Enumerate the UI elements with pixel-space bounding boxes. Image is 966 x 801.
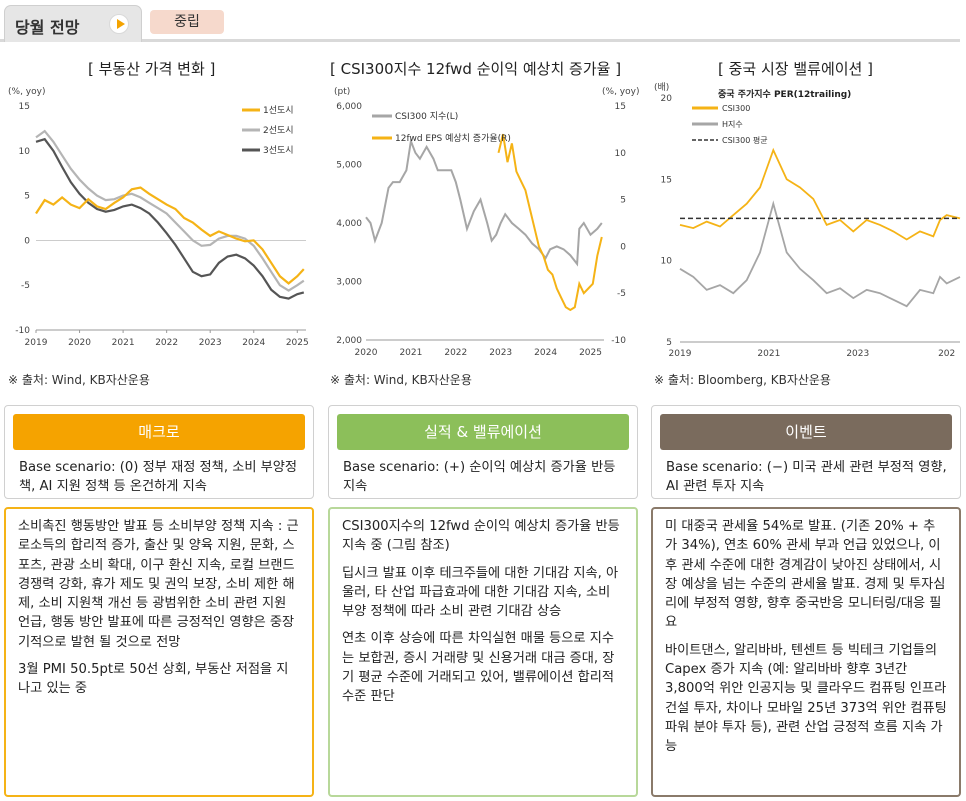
- macro-scenario-card: 매크로 Base scenario: (0) 정부 재정 정책, 소비 부양정책…: [4, 405, 314, 499]
- y-tick-label: 15: [19, 102, 30, 112]
- earnings-scenario: Base scenario: (+) 순이익 예상치 증가율 반등 지속: [343, 460, 616, 494]
- chart-subtitle: 중국 주가지수 PER(12trailing): [718, 88, 851, 100]
- csi300-eps-chart: (pt) (%, yoy) 6,000 5,000 4,000 3,000 2,000 1…: [334, 87, 639, 358]
- play-icon[interactable]: [109, 14, 129, 34]
- source-note-middle: ※ 출처: Wind, KB자산운용: [330, 373, 472, 387]
- series-line-H지수: [679, 200, 961, 308]
- unit-label-left: (pt): [334, 87, 350, 97]
- y-tick-label: 5: [24, 192, 30, 202]
- x-tick-label: 2025: [286, 338, 309, 348]
- event-paragraph: 바이트댄스, 알리바바, 텐센트 등 빅테크 기업들의 Capex 증가 지속 …: [665, 642, 947, 755]
- y-tick-label: 15: [661, 175, 672, 185]
- y-tick-label: -10: [15, 326, 30, 336]
- macro-header: 매크로: [13, 414, 305, 450]
- x-tick-label: 2019: [669, 349, 692, 359]
- event-scenario: Base scenario: (−) 미국 관세 관련 부정적 영향, AI 관…: [666, 460, 947, 494]
- y-right-tick-label: 10: [615, 149, 627, 159]
- series-line-12fwd EPS 예상치 증가율(R): [497, 133, 603, 312]
- series-line-1선도시: [35, 186, 305, 285]
- chart-title-valuation: [ 중국 시장 밸류에이션 ]: [718, 60, 873, 78]
- unit-label-right: (%, yoy): [602, 87, 639, 97]
- x-tick-label: 2021: [757, 349, 780, 359]
- x-tick-label: 2022: [155, 338, 178, 348]
- series-line-CSI300: [679, 147, 961, 241]
- y-tick-label: 20: [661, 94, 673, 104]
- legend-label: 3선도시: [263, 145, 294, 156]
- source-note-right: ※ 출처: Bloomberg, KB자산운용: [654, 373, 831, 387]
- y-left-tick-label: 3,000: [336, 278, 362, 288]
- x-tick-label: 202: [938, 349, 955, 359]
- tab-monthly-outlook[interactable]: 당월 전망: [4, 5, 142, 42]
- legend-label: H지수: [722, 120, 743, 129]
- earnings-paragraph: CSI300지수의 12fwd 순이익 예상치 증가율 반등 지속 중 (그림 …: [342, 519, 620, 554]
- event-detail-card: 미 대중국 관세율 54%로 발표. (기존 20% + 추가 34%), 연초…: [651, 507, 961, 797]
- earnings-paragraph: 딥시크 발표 이후 테크주들에 대한 기대감 지속, 아울러, 타 산업 파급효…: [342, 565, 619, 620]
- chart-title-property: [ 부동산 가격 변화 ]: [88, 60, 216, 78]
- x-tick-label: 2024: [534, 348, 557, 358]
- x-tick-label: 2023: [846, 349, 869, 359]
- macro-detail-card: 소비촉진 행동방안 발표 등 소비부양 정책 지속 : 근로소득의 합리적 증가…: [4, 507, 314, 797]
- y-right-tick-label: 5: [620, 196, 626, 206]
- y-left-tick-label: 5,000: [336, 161, 362, 171]
- header-divider: [0, 39, 960, 42]
- y-left-tick-label: 6,000: [336, 102, 362, 112]
- property-price-chart: (%, yoy) 15 10 5 0 -5 -10 2019 2020 2021 2022 2023…: [8, 87, 309, 348]
- earnings-paragraph: 연초 이후 상승에 따른 차익실현 매물 등으로 지수는 보합권, 증시 거래량…: [342, 631, 615, 705]
- event-header: 이벤트: [660, 414, 952, 450]
- macro-paragraph: 소비촉진 행동방안 발표 등 소비부양 정책 지속 : 근로소득의 합리적 증가…: [18, 519, 299, 650]
- event-scenario-card: 이벤트 Base scenario: (−) 미국 관세 관련 부정적 영향, …: [651, 405, 961, 499]
- legend-label: CSI300 지수(L): [395, 111, 458, 122]
- macro-scenario: Base scenario: (0) 정부 재정 정책, 소비 부양정책, AI…: [19, 460, 298, 494]
- unit-label: (%, yoy): [8, 87, 45, 97]
- y-right-tick-label: 15: [615, 102, 626, 112]
- legend-label: 12fwd EPS 예상치 증가율(R): [395, 132, 511, 144]
- macro-paragraph: 3월 PMI 50.5pt로 50선 상회, 부동산 저점을 지나고 있는 중: [18, 662, 289, 697]
- y-right-tick-label: -10: [611, 336, 626, 346]
- header-bar: 당월 전망 중립: [0, 0, 960, 42]
- x-tick-label: 2021: [399, 348, 422, 358]
- x-tick-label: 2024: [242, 338, 265, 348]
- chart-title-csi300: [ CSI300지수 12fwd 순이익 예상치 증가율 ]: [330, 60, 622, 78]
- x-tick-label: 2023: [199, 338, 222, 348]
- y-tick-label: 10: [19, 147, 31, 157]
- y-tick-label: 0: [24, 236, 30, 246]
- x-tick-label: 2021: [112, 338, 135, 348]
- x-tick-label: 2022: [444, 348, 467, 358]
- stance-badge: 중립: [150, 10, 224, 34]
- series-line-3선도시: [35, 137, 305, 300]
- series-line-2선도시: [35, 129, 305, 292]
- y-left-tick-label: 2,000: [336, 336, 362, 346]
- series-line-CSI300 지수(L): [365, 137, 603, 267]
- y-tick-label: 10: [661, 257, 673, 267]
- tab-label: 당월 전망: [15, 18, 80, 37]
- y-left-tick-label: 4,000: [336, 219, 362, 229]
- earnings-detail-card: CSI300지수의 12fwd 순이익 예상치 증가율 반등 지속 중 (그림 …: [328, 507, 638, 797]
- earnings-scenario-card: 실적 & 밸류에이션 Base scenario: (+) 순이익 예상치 증가…: [328, 405, 638, 499]
- x-tick-label: 2019: [25, 338, 48, 348]
- earnings-header: 실적 & 밸류에이션: [337, 414, 629, 450]
- event-paragraph: 미 대중국 관세율 54%로 발표. (기존 20% + 추가 34%), 연초…: [665, 519, 946, 631]
- legend-label: CSI300 평균: [722, 135, 768, 145]
- x-tick-label: 2020: [68, 338, 91, 348]
- x-tick-label: 2025: [579, 348, 602, 358]
- y-tick-label: -5: [21, 281, 30, 291]
- source-note-left: ※ 출처: Wind, KB자산운용: [8, 373, 150, 387]
- y-right-tick-label: 0: [620, 242, 626, 252]
- legend-label: 1선도시: [263, 105, 294, 116]
- x-tick-label: 2020: [355, 348, 378, 358]
- x-tick-label: 2023: [489, 348, 512, 358]
- unit-label: (배): [654, 82, 669, 93]
- legend-label: 2선도시: [263, 125, 294, 136]
- legend-label: CSI300: [722, 104, 750, 113]
- y-right-tick-label: -5: [617, 289, 626, 299]
- y-tick-label: 5: [666, 338, 672, 348]
